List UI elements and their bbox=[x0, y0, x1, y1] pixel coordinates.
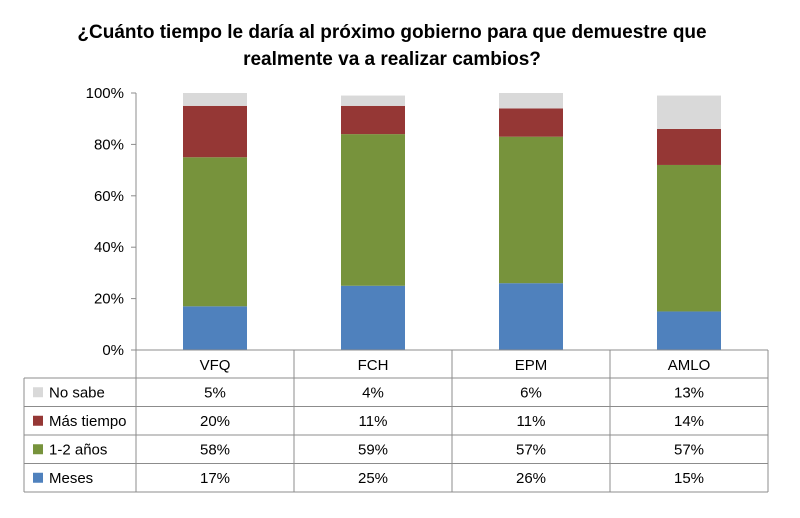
y-tick-label: 80% bbox=[94, 136, 124, 153]
y-tick-label: 20% bbox=[94, 291, 124, 308]
legend-label: 1-2 años bbox=[49, 441, 107, 458]
data-label: 6% bbox=[520, 384, 542, 401]
data-label: 25% bbox=[358, 470, 388, 487]
data-label: 57% bbox=[674, 441, 704, 458]
x-category-label: AMLO bbox=[668, 357, 711, 374]
bar-segment bbox=[183, 93, 247, 106]
y-tick-label: 40% bbox=[94, 239, 124, 256]
bar-segment bbox=[657, 311, 721, 350]
chart-title-line-2: realmente va a realizar cambios? bbox=[243, 49, 541, 70]
y-tick-label: 60% bbox=[94, 188, 124, 205]
data-label: 13% bbox=[674, 384, 704, 401]
bar-segment bbox=[183, 157, 247, 307]
bars bbox=[183, 93, 721, 350]
bar-segment bbox=[183, 105, 247, 158]
bar-segment bbox=[341, 95, 405, 106]
x-category-label: VFQ bbox=[200, 357, 231, 374]
bar-segment bbox=[657, 95, 721, 129]
bar-segment bbox=[341, 134, 405, 286]
y-tick-label: 0% bbox=[102, 342, 124, 359]
legend-swatch bbox=[33, 387, 43, 398]
data-label: 58% bbox=[200, 441, 230, 458]
x-category-label: FCH bbox=[358, 357, 389, 374]
y-axis: 0% 20% 40% 60% 80% 100% bbox=[86, 85, 137, 359]
data-label: 57% bbox=[516, 441, 546, 458]
data-label: 11% bbox=[517, 413, 546, 430]
y-tick-label: 100% bbox=[86, 85, 124, 102]
chart-title: ¿Cuánto tiempo le daría al próximo gobie… bbox=[77, 22, 706, 70]
data-label: 5% bbox=[204, 384, 226, 401]
data-label: 15% bbox=[674, 470, 704, 487]
data-label: 11% bbox=[359, 413, 388, 430]
data-label: 4% bbox=[362, 384, 384, 401]
legend-label: Meses bbox=[49, 470, 93, 487]
legend-swatch bbox=[33, 444, 43, 455]
bar-segment bbox=[499, 136, 563, 284]
data-label: 59% bbox=[358, 441, 388, 458]
bar-segment bbox=[183, 306, 247, 350]
data-label: 26% bbox=[516, 470, 546, 487]
bar-segment bbox=[341, 285, 405, 350]
data-table: VFQ FCH EPM AMLO No sabe 5% 4% 6% 13% Más tiempo 2… bbox=[23, 349, 769, 493]
bar-segment bbox=[499, 108, 563, 137]
bar-segment bbox=[657, 128, 721, 165]
data-label: 17% bbox=[200, 470, 230, 487]
data-label: 20% bbox=[200, 413, 230, 430]
legend-label: Más tiempo bbox=[49, 413, 127, 430]
legend-swatch bbox=[33, 472, 43, 483]
bar-segment bbox=[499, 283, 563, 350]
bar-segment bbox=[341, 105, 405, 135]
legend-label: No sabe bbox=[49, 384, 105, 401]
data-label: 14% bbox=[674, 413, 704, 430]
legend-swatch bbox=[33, 415, 43, 426]
x-category-label: EPM bbox=[515, 357, 548, 374]
chart-title-line-1: ¿Cuánto tiempo le daría al próximo gobie… bbox=[77, 22, 706, 43]
bar-segment bbox=[499, 93, 563, 109]
bar-segment bbox=[657, 164, 721, 312]
